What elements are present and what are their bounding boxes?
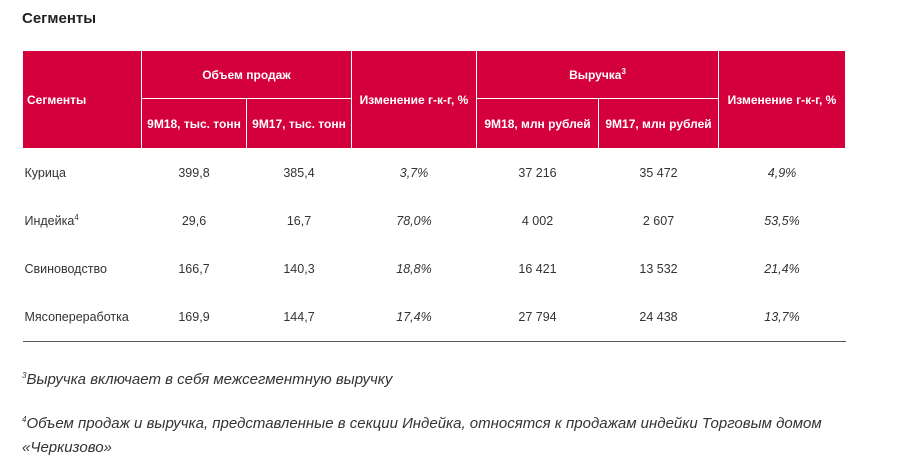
footnote-ref: 4	[74, 213, 79, 223]
table-row: Индейка4 29,6 16,7 78,0% 4 002 2 607 53,5%	[23, 197, 846, 245]
segment-text: Индейка	[24, 214, 75, 229]
table-cell: 53,5%	[764, 214, 800, 228]
table-cell: 140,3	[283, 262, 315, 276]
segment-text: Курица	[24, 166, 66, 180]
table-cell: 3,7%	[399, 166, 429, 180]
segment-name: Свиноводство	[23, 245, 142, 293]
footnote-text: Объем продаж и выручка, представленные в…	[22, 415, 822, 456]
table-cell: 35 472	[639, 166, 678, 180]
subheader-cell: 9М17, тыс. тонн	[246, 98, 352, 149]
table-cell: 16,7	[286, 214, 312, 228]
segment-name: Индейка4	[23, 197, 142, 245]
table-row: Свиноводство 166,7 140,3 18,8% 16 421 13 532 2…	[23, 245, 846, 293]
header-text: Выручка	[569, 68, 622, 82]
table-cell: 17,4%	[351, 293, 477, 342]
header-cell: Объем продаж	[141, 50, 352, 99]
table-cell: 24 438	[598, 293, 719, 342]
subheader-cell: 9М18, тыс. тонн	[141, 98, 247, 149]
table-cell: 4,9%	[767, 166, 797, 180]
table-cell: 21,4%	[764, 262, 800, 276]
footnote: 3Выручка включает в себя межсегментную в…	[22, 364, 862, 392]
footnote-text: Выручка включает в себя межсегментную вы…	[26, 371, 393, 388]
table-cell: 37 216	[518, 166, 557, 180]
segment-name: Курица	[23, 149, 142, 198]
header-cell: Выручка3	[475, 50, 720, 99]
footnote-ref: 3	[621, 67, 626, 76]
segment-text: Мясопереработка	[24, 310, 129, 324]
table-cell: 399,8	[178, 166, 210, 180]
table-cell: 144,7	[246, 293, 352, 342]
table-row: Мясопереработка 169,9 144,7 17,4% 27 794 24 4…	[22, 293, 846, 342]
segment-text: Свиноводство	[24, 262, 107, 276]
footnote-number: 3	[22, 371, 27, 380]
table-cell: 16 421	[518, 262, 557, 276]
section-title: Сегменты	[22, 10, 97, 27]
header-cell: Сегменты	[22, 50, 142, 149]
table-cell: 169,9	[141, 293, 247, 342]
subheader-cell: 9М18, млн рублей	[476, 98, 599, 149]
segment-name: Мясопереработка	[22, 293, 142, 342]
table-cell: 385,4	[283, 166, 315, 180]
subheader-cell: 9М17, млн рублей	[597, 98, 720, 149]
table-cell: 13,7%	[718, 293, 846, 342]
footnote: 4Объем продаж и выручка, представленные …	[22, 408, 862, 460]
table-cell: 166,7	[178, 262, 210, 276]
header-cell: Изменение г-к-г, %	[718, 50, 847, 149]
table-cell: 13 532	[639, 262, 678, 276]
table-cell: 18,8%	[396, 262, 432, 276]
table-cell: 29,6	[181, 214, 207, 228]
header-cell: Изменение г-к-г, %	[351, 50, 477, 149]
table-cell: 4 002	[521, 214, 554, 228]
table-cell: 78,0%	[396, 214, 432, 228]
table-cell: 27 794	[476, 293, 599, 342]
table-row: Курица 399,8 385,4 3,7% 37 216 35 472 4,9%	[23, 149, 846, 198]
table-cell: 2 607	[642, 214, 675, 228]
footnote-number: 4	[22, 415, 27, 424]
segments-table: Сегменты Объем продаж Изменение г-к-г, %…	[22, 50, 847, 342]
